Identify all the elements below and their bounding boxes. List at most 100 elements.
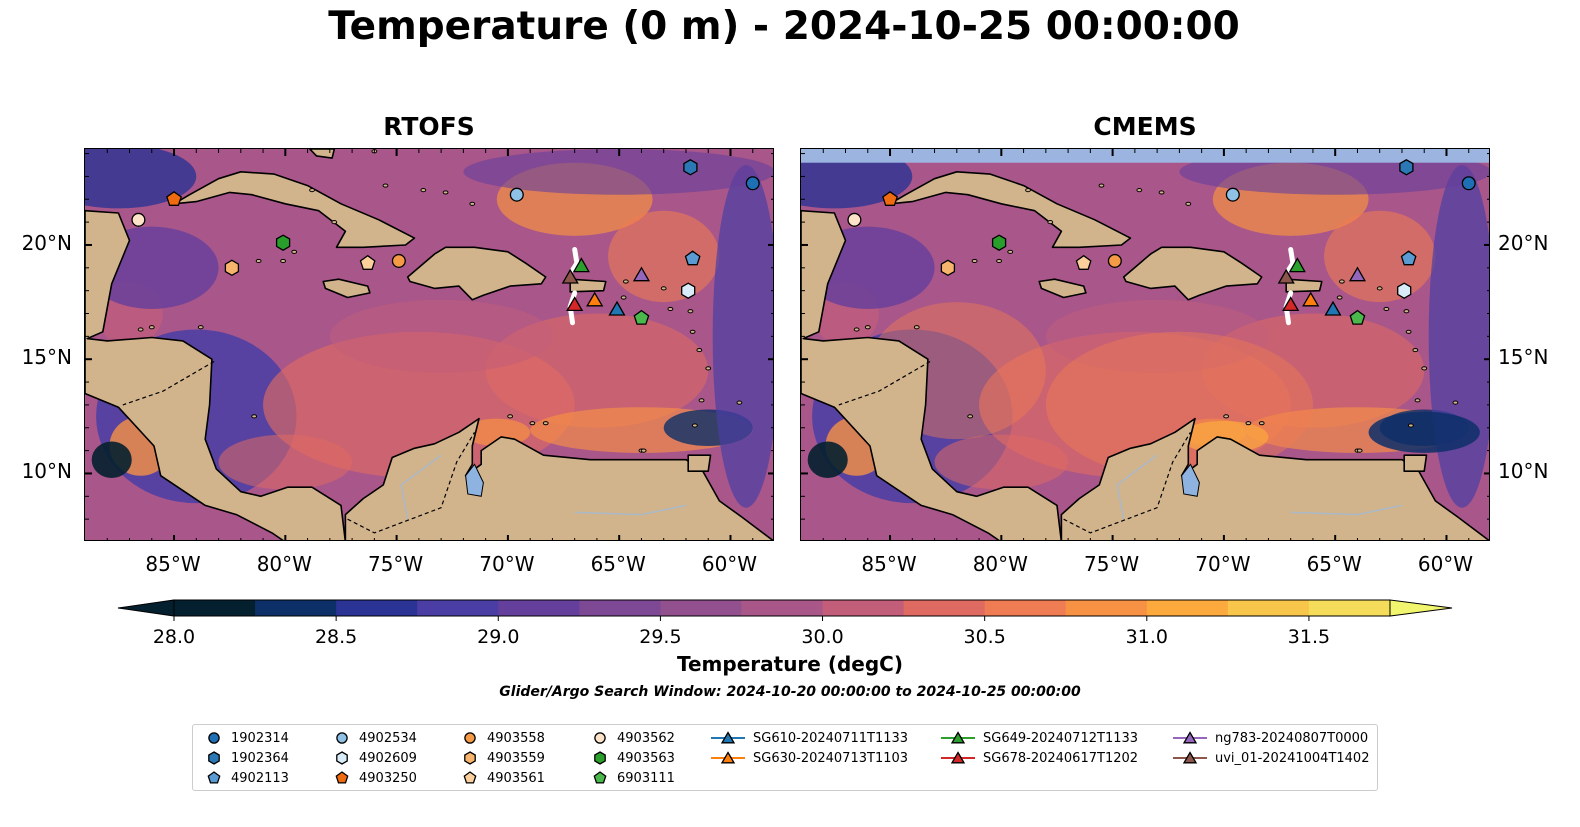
legend-label: 4902113 — [231, 770, 289, 786]
legend-item: 4903250 — [331, 768, 417, 788]
river-line — [1116, 454, 1158, 520]
legend-item: 4903559 — [459, 748, 545, 768]
land-cuba — [889, 170, 1132, 249]
legend-marker — [950, 731, 966, 744]
land-cuba — [173, 170, 416, 249]
search-window-note: Glider/Argo Search Window: 2024-10-20 00… — [499, 684, 1081, 700]
colorbar-segment — [903, 600, 986, 616]
islet — [1403, 309, 1410, 314]
islet — [620, 295, 627, 300]
legend-label: SG610-20240711T1133 — [753, 730, 909, 746]
lon-tick-label: 60°W — [1417, 552, 1474, 576]
legend-label: 4902609 — [359, 750, 417, 766]
legend-item: SG610-20240711T1133 — [709, 728, 908, 748]
border-line — [122, 360, 215, 406]
legend-item: SG678-20240617T1202 — [939, 748, 1138, 768]
lat-tick-label-right: 10°N — [1498, 459, 1549, 484]
islet — [1136, 188, 1143, 193]
legend-item: 6903111 — [589, 768, 675, 788]
islet — [255, 258, 262, 264]
legend-marker — [463, 771, 477, 784]
islet — [1007, 249, 1014, 254]
colorbar-segment — [1146, 600, 1229, 616]
pentagon-marker-icon — [593, 771, 607, 784]
station-4903558 — [1107, 253, 1122, 268]
station-4903563 — [275, 234, 291, 251]
figure-title: Temperature (0 m) - 2024-10-25 00:00:00 — [328, 4, 1240, 49]
legend-item: 4903563 — [589, 748, 675, 768]
islet — [1025, 188, 1031, 193]
station-4903561 — [1075, 254, 1092, 270]
station-1902314 — [1461, 176, 1476, 191]
station-4903250 — [166, 191, 182, 206]
islet — [1383, 306, 1390, 312]
legend-item: 4902534 — [331, 728, 417, 748]
temperature-anomaly — [85, 149, 197, 209]
lon-tick-label: 70°W — [479, 552, 535, 576]
river-line — [400, 454, 442, 520]
legend-marker — [336, 732, 348, 744]
triangle-marker-icon — [941, 751, 975, 764]
islet — [1412, 347, 1419, 353]
station-4903562 — [131, 212, 146, 227]
legend-item: SG649-20240712T1133 — [939, 728, 1138, 748]
legend-marker — [720, 731, 736, 744]
lon-tick-label: 60°W — [701, 552, 758, 576]
islet — [691, 423, 698, 428]
triangle-marker-icon — [711, 731, 745, 744]
islet — [382, 183, 389, 188]
islet — [1376, 286, 1383, 291]
islet — [1421, 366, 1428, 371]
legend-item: SG630-20240713T1103 — [709, 748, 908, 768]
islet — [1158, 190, 1165, 195]
colorbar-tick-label: 30.0 — [801, 626, 843, 648]
islet — [1407, 423, 1414, 428]
station-SG678-20240617T1202 — [1282, 296, 1300, 312]
islet — [148, 325, 155, 330]
legend-item: 4902113 — [203, 768, 289, 788]
islet — [696, 347, 703, 353]
station-SG630-20240713T1103 — [586, 291, 604, 307]
legend-marker — [720, 751, 736, 764]
colorbar-label: Temperature (degC) — [677, 652, 903, 676]
station-4903561 — [359, 254, 376, 270]
legend-label: 4903561 — [487, 770, 545, 786]
station-4903250 — [882, 191, 898, 206]
colorbar-frame — [173, 599, 1391, 617]
legend-marker — [950, 751, 966, 764]
circle-marker-icon — [464, 732, 476, 744]
triangle-marker-icon — [711, 751, 745, 764]
temperature-anomaly — [1368, 411, 1480, 453]
legend-marker — [208, 751, 220, 765]
legend-item: 4902609 — [331, 748, 417, 768]
legend-label: 4903563 — [617, 750, 675, 766]
station-6903111 — [633, 309, 650, 325]
map-panel-rtofs[interactable] — [84, 148, 774, 541]
islet — [736, 400, 743, 405]
river-line — [1290, 504, 1403, 516]
map-svg-cmems — [801, 149, 1489, 540]
colorbar-tick-label: 28.5 — [315, 626, 357, 648]
land-puerto-rico — [569, 278, 607, 293]
station-1902314 — [745, 176, 760, 191]
islet — [640, 448, 647, 453]
triangle-marker-icon — [1173, 751, 1207, 764]
islet — [705, 366, 712, 371]
station-SG610-20240711T1133 — [1324, 300, 1342, 316]
legend-marker — [336, 751, 348, 765]
islet — [1336, 295, 1343, 300]
map-panel-cmems[interactable] — [800, 148, 1490, 541]
lon-tick-label: 75°W — [367, 552, 424, 576]
station-SG630-20240713T1103 — [1302, 291, 1320, 307]
islet — [507, 414, 514, 419]
colorbar-segment — [984, 600, 1067, 616]
colorbar-segment — [498, 600, 580, 616]
legend-marker — [464, 751, 476, 765]
glider-track — [1286, 247, 1296, 273]
land-puerto-rico — [1285, 278, 1323, 293]
legend-item: 1902364 — [203, 748, 289, 768]
legend-item: 1902314 — [203, 728, 289, 748]
station-4903563 — [991, 234, 1007, 251]
land-jamaica — [322, 278, 371, 299]
legend-marker — [594, 732, 606, 744]
